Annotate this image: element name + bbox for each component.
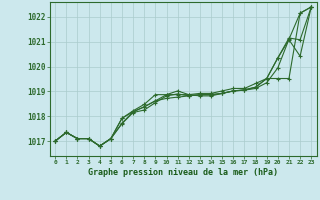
X-axis label: Graphe pression niveau de la mer (hPa): Graphe pression niveau de la mer (hPa) <box>88 168 278 177</box>
